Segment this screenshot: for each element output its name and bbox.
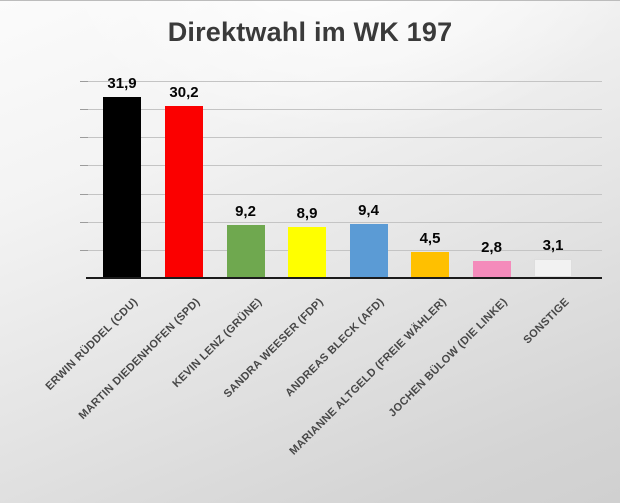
bar-value-label-4: 8,9 xyxy=(296,204,318,222)
bar-8 xyxy=(534,259,572,277)
bar-7 xyxy=(472,261,511,277)
bar-6 xyxy=(411,251,449,277)
bar-value-label-3: 9,2 xyxy=(235,202,256,220)
gridline-5 xyxy=(88,250,602,252)
bar-value-label-2: 30,2 xyxy=(169,84,199,102)
y-axis-tick-25 xyxy=(80,137,88,139)
gridline-25 xyxy=(88,137,602,139)
y-axis-tick-20 xyxy=(80,165,88,167)
bar-value-label-6: 4,5 xyxy=(419,229,441,247)
y-axis-tick-30 xyxy=(80,108,88,110)
gridline-20 xyxy=(88,165,602,167)
plot-area: 31,9 30,2 9,2 8,9 9,4 4,5 2,8 3,1 ERWIN RÜDDEL … xyxy=(44,75,602,458)
x-axis-line xyxy=(86,277,602,279)
bar-value-label-8: 3,1 xyxy=(542,237,564,255)
bar-value-label-5: 9,4 xyxy=(358,201,379,219)
category-label-5: ANDREAS BLECK (AFD) xyxy=(283,296,387,400)
y-axis-tick-35 xyxy=(80,80,88,82)
bar-3 xyxy=(226,224,265,277)
bar-2 xyxy=(165,106,203,277)
category-label-7: JOCHEN BÜLOW (DIE LINKE) xyxy=(386,296,510,420)
category-label-2: MARTIN DIEDENHOFEN (SPD) xyxy=(76,296,203,422)
category-label-4: SANDRA WEESER (FDP) xyxy=(221,296,326,401)
bar-value-label-1: 31,9 xyxy=(107,74,137,92)
y-axis-tick-10 xyxy=(80,221,88,223)
bar-4 xyxy=(288,226,326,277)
gridline-35 xyxy=(88,80,602,82)
bar-value-label-7: 2,8 xyxy=(481,239,502,257)
y-axis-tick-15 xyxy=(80,193,88,195)
category-label-8: SONSTIGE xyxy=(521,296,572,347)
gridline-10 xyxy=(88,221,602,223)
chart-title: Direktwahl im WK 197 xyxy=(167,17,453,47)
bar-1 xyxy=(103,96,141,277)
bar-5 xyxy=(349,223,388,277)
gridline-30 xyxy=(88,108,602,110)
gridline-15 xyxy=(88,193,602,195)
y-axis-tick-5 xyxy=(80,250,88,252)
